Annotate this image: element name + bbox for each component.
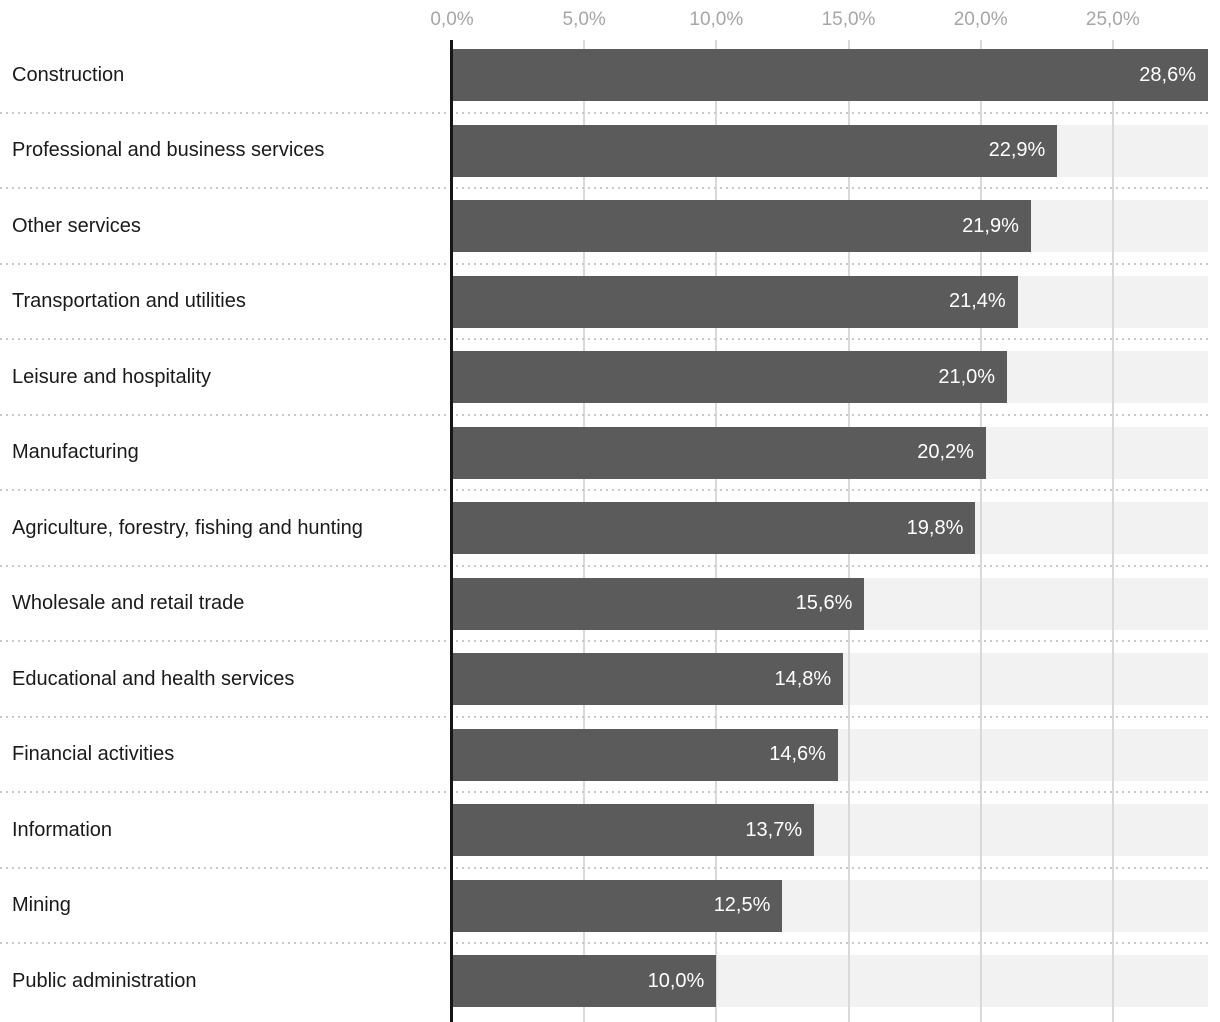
row-separator [0, 187, 1208, 190]
bar-value-label: 10,0% [647, 969, 705, 992]
gridline [1111, 40, 1114, 1022]
chart-row: 13,7% Information [0, 795, 1220, 871]
bar-value-label: 15,6% [795, 592, 853, 615]
bar-value-label: 21,9% [962, 214, 1019, 237]
row-separator [0, 564, 1208, 567]
bar-value-label: 21,0% [938, 365, 996, 388]
chart-row: 21,9% Other services [0, 191, 1220, 267]
chart-row: 15,6% Wholesale and retail trade [0, 569, 1220, 645]
category-label: Financial activities [12, 743, 175, 766]
row-separator [0, 413, 1208, 416]
bar: 28,6% [452, 49, 1208, 101]
row-separator [0, 640, 1208, 643]
bar: 13,7% [452, 804, 815, 857]
category-label: Wholesale and retail trade [12, 592, 245, 615]
category-label: Other services [12, 214, 141, 237]
gridline [979, 40, 982, 1022]
bar-value-label: 21,4% [948, 290, 1006, 313]
row-separator [0, 338, 1208, 341]
x-axis-tick-label: 25,0% [1085, 9, 1140, 30]
bar: 22,9% [452, 124, 1058, 177]
category-label: Information [12, 818, 113, 841]
chart-row: 12,5% Mining [0, 871, 1220, 947]
chart-row: 22,9% Professional and business services [0, 116, 1220, 192]
chart-row: 14,8% Educational and health services [0, 644, 1220, 720]
bar: 14,8% [452, 653, 844, 706]
bar: 14,6% [452, 728, 838, 781]
x-axis-tick-label: 10,0% [689, 9, 744, 30]
bar-value-label: 14,6% [769, 743, 826, 766]
chart-row: 21,4% Transportation and utilities [0, 267, 1220, 343]
category-label: Mining [12, 894, 71, 917]
x-axis-tick-label: 15,0% [821, 9, 876, 30]
x-axis-tick-label: 0,0% [430, 9, 474, 30]
bar-value-label: 12,5% [713, 894, 771, 917]
bar-value-label: 22,9% [988, 139, 1046, 162]
bar: 21,0% [452, 351, 1008, 404]
row-separator [0, 489, 1208, 492]
row-separator [0, 942, 1208, 945]
bar-value-label: 13,7% [745, 818, 803, 841]
x-axis-tick-label: 5,0% [562, 9, 606, 30]
plot-area: 28,6% Construction 22,9% Professional and b… [0, 40, 1220, 1022]
bar: 15,6% [452, 577, 865, 630]
category-label: Educational and health services [12, 667, 295, 690]
bar: 10,0% [452, 955, 717, 1008]
chart-row: 10,0% Public administration [0, 946, 1220, 1022]
row-separator [0, 715, 1208, 718]
category-label: Construction [12, 63, 125, 86]
bar-value-label: 20,2% [917, 441, 974, 464]
chart-row: 20,2% Manufacturing [0, 418, 1220, 494]
category-label: Leisure and hospitality [12, 365, 212, 388]
category-label: Professional and business services [12, 139, 325, 162]
category-label: Agriculture, forestry, fishing and hunti… [12, 516, 363, 539]
chart-row: 28,6% Construction [0, 40, 1220, 116]
bar-value-label: 14,8% [774, 667, 832, 690]
bar: 21,4% [452, 275, 1018, 328]
bar: 21,9% [452, 200, 1031, 253]
category-label: Transportation and utilities [12, 290, 246, 313]
chart-row: 19,8% Agriculture, forestry, fishing and … [0, 493, 1220, 569]
bar: 19,8% [452, 502, 976, 555]
chart-row: 14,6% Financial activities [0, 720, 1220, 796]
bar-value-label: 19,8% [906, 516, 964, 539]
bar: 12,5% [452, 879, 783, 932]
bar-value-label: 28,6% [1139, 63, 1196, 86]
y-axis-line [450, 40, 453, 1022]
bar: 20,2% [452, 426, 986, 479]
x-axis-tick-label: 20,0% [953, 9, 1008, 30]
row-separator [0, 262, 1208, 265]
category-label: Public administration [12, 969, 197, 992]
row-separator [0, 791, 1208, 794]
row-separator [0, 111, 1208, 114]
x-axis: 0,0% 5,0% 10,0% 15,0% 20,0% 25,0% [0, 0, 1220, 40]
chart-row: 21,0% Leisure and hospitality [0, 342, 1220, 418]
category-label: Manufacturing [12, 441, 139, 464]
row-separator [0, 866, 1208, 869]
